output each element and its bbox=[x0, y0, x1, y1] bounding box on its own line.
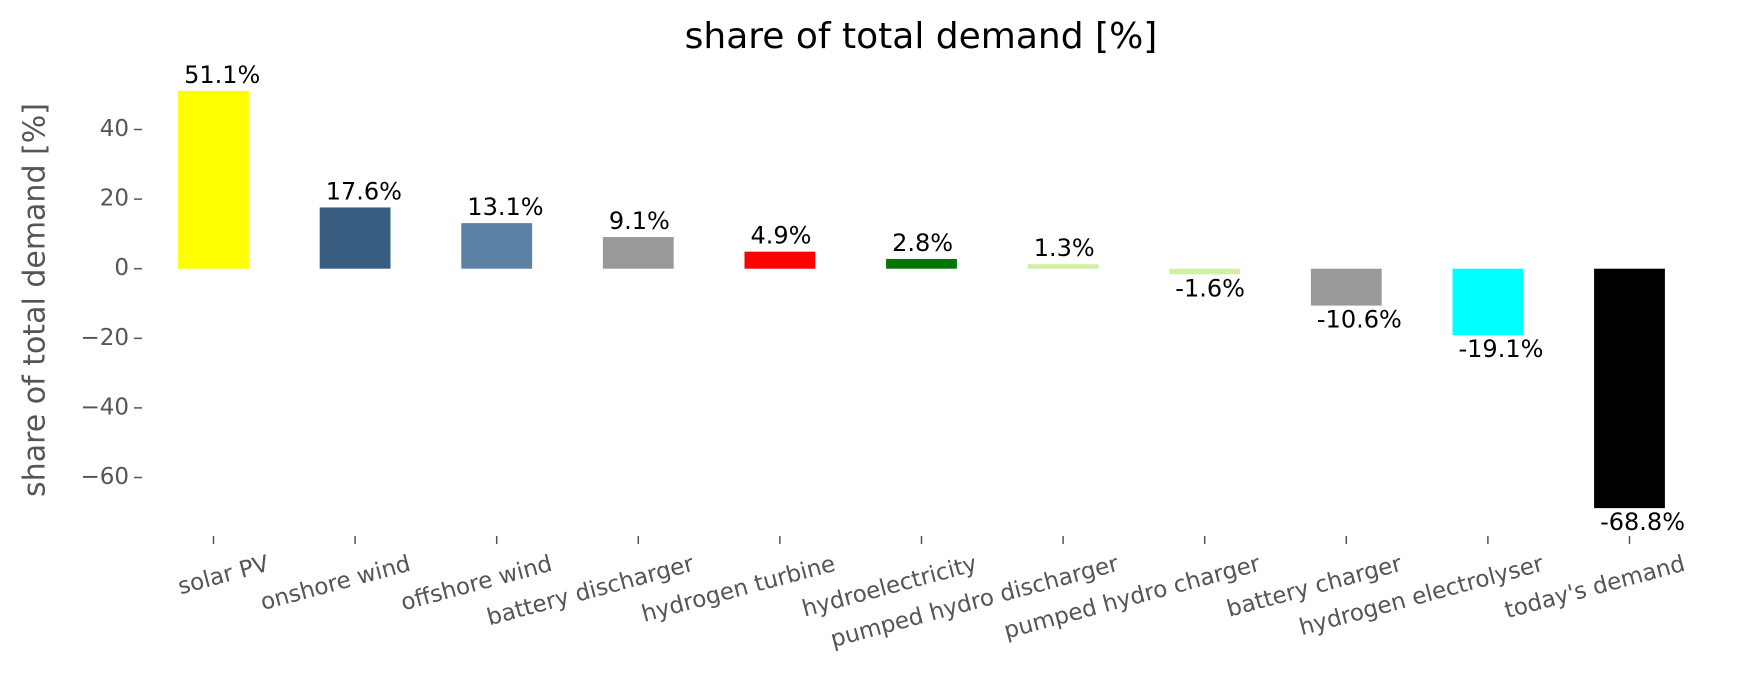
y-tick-label: 0 bbox=[114, 255, 129, 281]
value-label: 1.3% bbox=[1034, 234, 1095, 262]
value-label: 13.1% bbox=[467, 193, 543, 221]
y-tick-label: 20 bbox=[100, 186, 129, 212]
bar bbox=[461, 223, 533, 269]
value-label: -19.1% bbox=[1459, 335, 1544, 363]
y-tick-label: −40 bbox=[80, 394, 129, 420]
bar bbox=[602, 237, 674, 269]
bar bbox=[1169, 268, 1241, 275]
y-tick-label: −60 bbox=[80, 464, 129, 490]
bar bbox=[1027, 264, 1099, 269]
bar bbox=[1310, 268, 1382, 306]
bar bbox=[886, 258, 957, 269]
y-axis-label: share of total demand [%] bbox=[18, 103, 53, 497]
bar bbox=[1452, 268, 1524, 336]
x-tick-label: onshore wind bbox=[258, 551, 414, 616]
value-label: 4.9% bbox=[751, 222, 812, 250]
bar bbox=[178, 90, 249, 269]
bar bbox=[319, 207, 391, 269]
y-tick-label: −20 bbox=[80, 325, 129, 351]
value-label: -68.8% bbox=[1600, 508, 1685, 536]
value-label: 51.1% bbox=[184, 61, 260, 89]
value-label: 9.1% bbox=[609, 207, 670, 235]
bar bbox=[744, 251, 816, 269]
value-label: -10.6% bbox=[1317, 306, 1402, 334]
x-tick-label: hydrogen electrolyser bbox=[1297, 551, 1547, 641]
chart-title: share of total demand [%] bbox=[685, 16, 1158, 57]
value-label: -1.6% bbox=[1175, 274, 1245, 302]
value-label: 2.8% bbox=[892, 229, 953, 257]
value-label: 17.6% bbox=[326, 177, 402, 205]
y-tick-label: 40 bbox=[100, 116, 129, 142]
bar bbox=[1594, 268, 1665, 509]
